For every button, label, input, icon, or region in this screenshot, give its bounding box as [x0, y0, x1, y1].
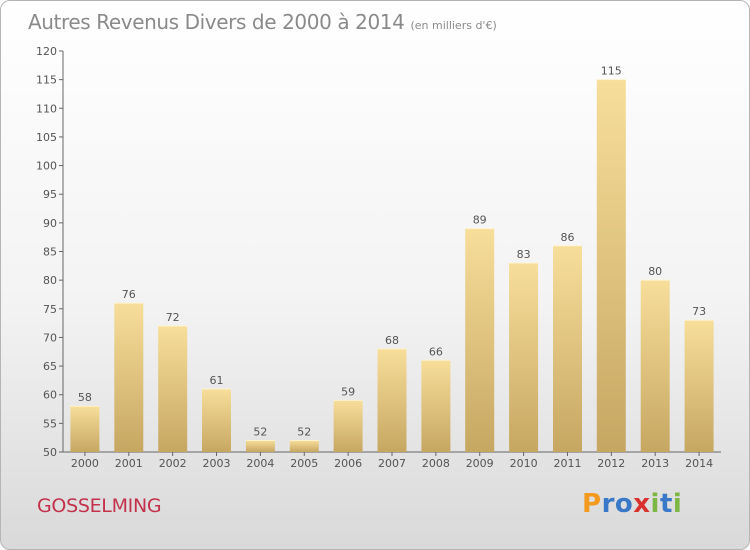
- bar-2010: [509, 263, 539, 452]
- x-tick-label-2003: 2003: [203, 457, 231, 470]
- bar-2012: [596, 79, 626, 452]
- x-tick-label-2010: 2010: [510, 457, 538, 470]
- x-tick-label-2000: 2000: [71, 457, 99, 470]
- y-tick-label: 120: [36, 45, 57, 58]
- x-tick-label-2013: 2013: [641, 457, 669, 470]
- town-name: GOSSELMING: [37, 495, 162, 517]
- value-label-2003: 61: [210, 374, 224, 387]
- bar-2007: [377, 348, 407, 452]
- y-tick-label: 85: [43, 246, 57, 259]
- y-tick-label: 95: [43, 188, 57, 201]
- x-tick-label-2001: 2001: [115, 457, 143, 470]
- x-tick-label-2006: 2006: [334, 457, 362, 470]
- bar-2009: [465, 228, 495, 452]
- chart-title: Autres Revenus Divers de 2000 à 2014 (en …: [28, 10, 497, 34]
- x-tick-label-2012: 2012: [597, 457, 625, 470]
- value-label-2008: 66: [429, 345, 443, 358]
- y-tick-label: 105: [36, 131, 57, 144]
- chart-title-text: Autres Revenus Divers de 2000 à 2014: [28, 10, 405, 34]
- bar-2011: [553, 245, 582, 452]
- bar-2006: [333, 400, 363, 452]
- bar-2000: [70, 406, 100, 452]
- y-tick-label: 115: [36, 74, 57, 87]
- bar-2008: [421, 360, 451, 452]
- value-label-2009: 89: [473, 214, 487, 227]
- value-label-2004: 52: [253, 426, 267, 439]
- value-label-2013: 80: [648, 265, 662, 278]
- logo-letter: i: [672, 489, 683, 519]
- logo-letter: P: [582, 489, 602, 519]
- value-label-2000: 58: [78, 391, 92, 404]
- y-tick-label: 65: [43, 360, 57, 373]
- logo-letter: t: [659, 489, 673, 519]
- y-tick-label: 75: [43, 303, 57, 316]
- value-label-2012: 115: [601, 65, 622, 78]
- y-tick-label: 55: [43, 417, 57, 430]
- proxiti-logo: Proxiti: [582, 489, 682, 519]
- value-label-2001: 76: [122, 288, 136, 301]
- x-tick-label-2008: 2008: [422, 457, 450, 470]
- x-tick-label-2014: 2014: [685, 457, 713, 470]
- y-tick-label: 110: [36, 102, 57, 115]
- logo-letter: i: [650, 489, 660, 519]
- x-tick-label-2007: 2007: [378, 457, 406, 470]
- x-tick-label-2004: 2004: [246, 457, 274, 470]
- bar-2001: [114, 303, 144, 452]
- x-tick-label-2009: 2009: [466, 457, 494, 470]
- value-label-2005: 52: [297, 426, 311, 439]
- bar-2014: [684, 320, 714, 452]
- bar-2005: [289, 440, 319, 452]
- bar-2002: [158, 326, 188, 452]
- y-tick-label: 60: [43, 389, 57, 402]
- y-tick-label: 90: [43, 217, 57, 230]
- y-tick-label: 70: [43, 331, 57, 344]
- value-label-2014: 73: [692, 305, 706, 318]
- logo-letter: o: [614, 489, 634, 519]
- x-tick-label-2011: 2011: [554, 457, 582, 470]
- logo-letter: x: [633, 489, 651, 519]
- bar-2004: [245, 440, 275, 452]
- value-label-2002: 72: [166, 311, 180, 324]
- x-tick-label-2005: 2005: [290, 457, 318, 470]
- value-label-2011: 86: [561, 231, 575, 244]
- y-tick-label: 50: [43, 446, 57, 459]
- value-label-2010: 83: [517, 248, 531, 261]
- y-tick-label: 80: [43, 274, 57, 287]
- chart-unit: (en milliers d'€): [410, 19, 497, 32]
- y-tick-label: 100: [36, 160, 57, 173]
- bar-2003: [202, 389, 231, 452]
- value-label-2006: 59: [341, 385, 355, 398]
- value-label-2007: 68: [385, 334, 399, 347]
- logo-letter: r: [601, 489, 615, 519]
- x-tick-label-2002: 2002: [159, 457, 187, 470]
- bar-2013: [640, 280, 670, 452]
